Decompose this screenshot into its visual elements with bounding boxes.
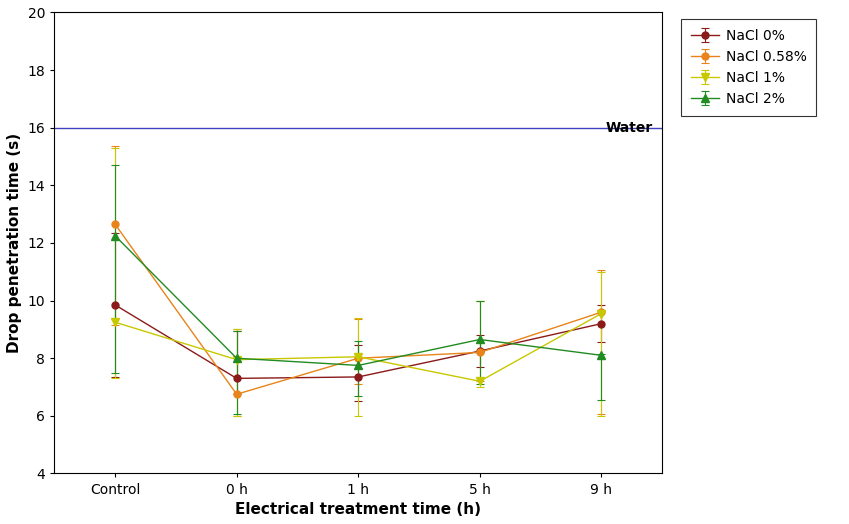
X-axis label: Electrical treatment time (h): Electrical treatment time (h) [235,502,481,517]
Text: Water: Water [605,121,653,135]
Y-axis label: Drop penetration time (s): Drop penetration time (s) [7,133,22,353]
Legend: NaCl 0%, NaCl 0.58%, NaCl 1%, NaCl 2%: NaCl 0%, NaCl 0.58%, NaCl 1%, NaCl 2% [682,19,817,116]
